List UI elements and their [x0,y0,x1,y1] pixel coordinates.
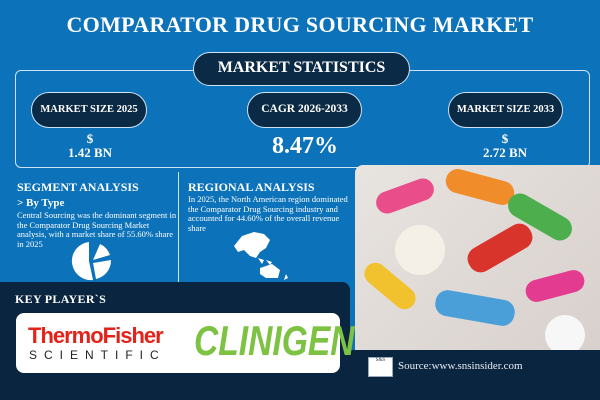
key-players-logos: ThermoFisher SCIENTIFIC CLINIGEN [16,313,355,373]
key-players-heading: KEY PLAYER`S [15,292,107,306]
market-size-2025-value: $1.42 BN [40,132,140,160]
pills-photo [355,165,600,350]
market-size-2033-label: MARKET SIZE 2033 [448,92,563,128]
market-statistics-heading: MARKET STATISTICS [193,52,410,86]
value-text: 2.72 BN [482,145,528,160]
source-text: Source:www.snsinsider.com [398,360,523,372]
segment-subheading: > By Type [17,197,65,209]
currency-symbol: $ [501,131,509,146]
value-text: 1.42 BN [67,145,113,160]
clinigen-logo: CLINIGEN [194,317,355,364]
cagr-label: CAGR 2026-2033 [247,92,362,128]
segment-heading: SEGMENT ANALYSIS [17,180,139,194]
pie-chart-icon [71,242,112,281]
asia-pacific-map-icon [234,232,288,280]
regional-heading: REGIONAL ANALYSIS [188,180,315,194]
cagr-value: 8.47% [272,133,338,159]
section-divider [178,172,179,282]
currency-symbol: $ [86,131,94,146]
thermofisher-logo-sub: SCIENTIFIC [29,348,166,362]
page-title: COMPARATOR DRUG SOURCING MARKET [66,12,534,37]
regional-text: In 2025, the North American region domin… [188,194,348,233]
segment-text: Central Sourcing was the dominant segmen… [17,210,177,249]
market-size-2025-label: MARKET SIZE 2025 [31,92,147,128]
thermofisher-logo: ThermoFisher [28,323,164,348]
market-size-2033-value: $2.72 BN [455,132,555,160]
sns-insider-logo: S&S [368,357,393,377]
